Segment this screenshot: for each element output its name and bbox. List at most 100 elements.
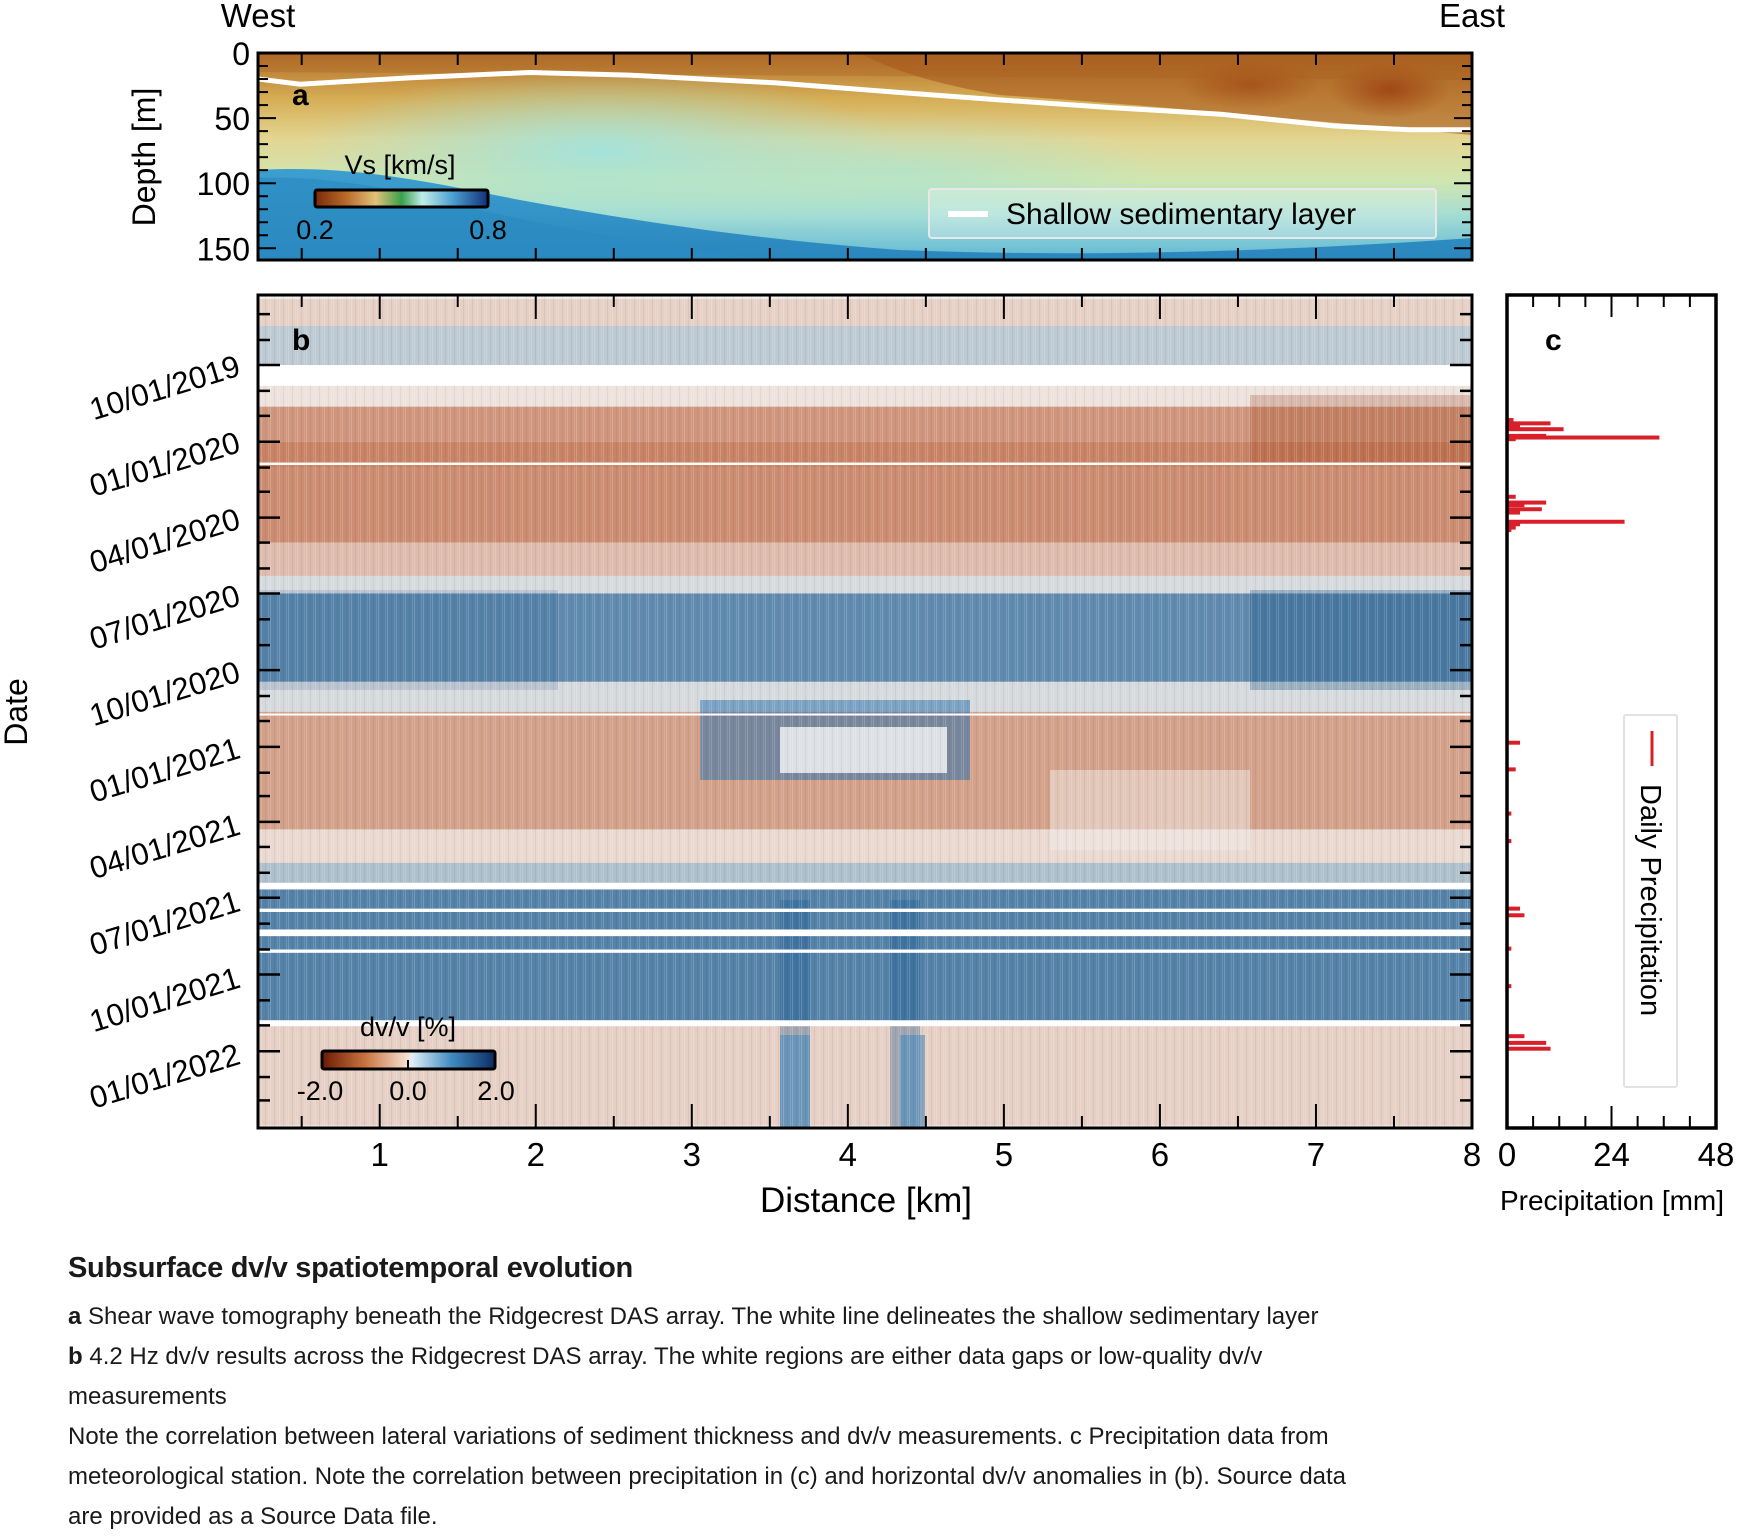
- panel-a-label: a: [292, 79, 309, 112]
- depth-tick-label: 50: [214, 101, 250, 137]
- date-tick-label: 04/01/2021: [85, 807, 244, 886]
- caption-a-line: a Shear wave tomography beneath the Ridg…: [68, 1297, 1688, 1337]
- panel-c-label: c: [1545, 324, 1562, 357]
- distance-tick-label: 5: [995, 1136, 1013, 1173]
- data-gap: [258, 365, 1472, 386]
- panel-c: 0 24 48 c Precipitation [mm] Daily Precipi…: [1498, 293, 1735, 1216]
- date-axis-label: Date: [0, 678, 34, 746]
- precipitation-bar: [1507, 522, 1521, 527]
- distance-tick-label: 6: [1151, 1136, 1169, 1173]
- precip-tick-label: 24: [1593, 1136, 1630, 1173]
- date-tick-label: 04/01/2020: [85, 501, 244, 580]
- data-gap: [258, 462, 1472, 466]
- precipitation-bar: [1507, 984, 1512, 989]
- caption-a-text: Shear wave tomography beneath the Ridgec…: [81, 1303, 1319, 1330]
- depth-tick-label: 150: [197, 231, 250, 267]
- precipitation-bar: [1507, 740, 1521, 745]
- precipitation-bar: [1507, 437, 1516, 442]
- distance-tick-label: 8: [1463, 1136, 1481, 1173]
- data-gap: [258, 908, 1472, 912]
- dvv-colorbar: dv/v [%] -2.0 0.0 2.0: [297, 1012, 515, 1106]
- date-tick-label: 01/01/2021: [85, 731, 244, 810]
- precipitation-bar: [1507, 528, 1512, 533]
- caption-b-label: b: [68, 1343, 83, 1370]
- precipitation-bar: [1507, 946, 1512, 951]
- precipitation-bar: [1507, 811, 1512, 816]
- precipitation-bar: [1507, 1034, 1525, 1039]
- panel-c-legend: Daily Precipitation: [1623, 714, 1678, 1088]
- precip-tick-label: 48: [1698, 1136, 1735, 1173]
- precipitation-bar: [1507, 418, 1514, 423]
- panel-a-ticks: [258, 53, 1472, 260]
- precipitation-bar: [1507, 494, 1516, 499]
- distance-axis-label: Distance [km]: [760, 1181, 972, 1220]
- precipitation-bar: [1507, 427, 1564, 432]
- caption-note-line-3: are provided as a Source Data file.: [68, 1503, 438, 1530]
- data-gap: [258, 949, 1472, 953]
- precipitation-bar: [1507, 525, 1516, 530]
- date-tick-label: 01/01/2020: [85, 425, 244, 504]
- precipitation-bar: [1507, 435, 1660, 440]
- precipitation-bar: [1507, 500, 1547, 505]
- data-gap: [258, 1020, 1472, 1027]
- caption-title: Subsurface dv/v spatiotemporal evolution: [68, 1252, 633, 1284]
- precipitation-bar: [1507, 839, 1512, 844]
- dvv-colorbar-title: dv/v [%]: [360, 1012, 456, 1042]
- data-gap: [258, 929, 1472, 937]
- figure: West East 0 50 100 150 a Depth [m] Vs [km/s…: [0, 0, 1735, 1220]
- caption-note-line-2: meteorological station. Note the correla…: [68, 1463, 1347, 1490]
- date-tick-label: 10/01/2019: [85, 348, 244, 427]
- dvv-colorbar-max: 2.0: [477, 1076, 515, 1106]
- precipitation-bar: [1507, 906, 1521, 911]
- precipitation-bar: [1507, 503, 1525, 508]
- precipitation-bar: [1507, 767, 1516, 772]
- date-tick-label: 07/01/2021: [85, 884, 244, 963]
- caption-b-line: b 4.2 Hz dv/v results across the Ridgecr…: [68, 1337, 1688, 1377]
- caption-a-label: a: [68, 1303, 82, 1330]
- distance-tick-label: 7: [1307, 1136, 1325, 1173]
- precipitation-bar: [1507, 421, 1551, 426]
- caption-b-text: 4.2 Hz dv/v results across the Ridgecres…: [82, 1343, 1263, 1370]
- precipitation-bar: [1507, 1046, 1551, 1051]
- caption-note-line-1: Note the correlation between lateral var…: [68, 1423, 1329, 1450]
- panel-b-frame: [256, 293, 1474, 1130]
- data-gap: [258, 713, 1472, 716]
- vs-colorbar-min: 0.2: [296, 215, 334, 245]
- dvv-image: [258, 295, 1472, 1128]
- depth-axis-label: Depth [m]: [126, 88, 162, 227]
- dvv-colorbar-mid: 0.0: [389, 1076, 427, 1106]
- dvv-colorbar-min: -2.0: [297, 1076, 344, 1106]
- east-label: East: [1439, 0, 1505, 34]
- legend-precip-label: Daily Precipitation: [1634, 784, 1666, 1016]
- date-tick-label: 01/01/2022: [85, 1037, 244, 1116]
- panel-b-label: b: [292, 324, 310, 357]
- tomography-image: [258, 53, 1472, 260]
- distance-tick-label: 3: [683, 1136, 701, 1173]
- distance-tick-labels: 1 2 3 4 5 6 7 8: [371, 1136, 1482, 1173]
- distance-tick-label: 1: [371, 1136, 389, 1173]
- precipitation-bar: [1507, 1040, 1547, 1045]
- depth-tick-label: 0: [232, 36, 250, 72]
- vs-colorbar: Vs [km/s] 0.2 0.8: [296, 150, 507, 245]
- precipitation-bar: [1507, 507, 1542, 512]
- caption-b-line-2: measurements: [68, 1383, 227, 1410]
- west-label: West: [221, 0, 296, 34]
- vs-colorbar-title: Vs [km/s]: [344, 150, 455, 180]
- vs-colorbar-max: 0.8: [469, 215, 507, 245]
- data-gap: [258, 882, 1472, 890]
- depth-tick-label: 100: [197, 166, 250, 202]
- precipitation-bar: [1507, 424, 1521, 429]
- precipitation-bar: [1507, 510, 1521, 515]
- precipitation-bar: [1507, 519, 1625, 524]
- sediment-layer-line: [258, 69, 1472, 133]
- caption-body: a Shear wave tomography beneath the Ridg…: [68, 1297, 1688, 1537]
- panel-a-legend: Shallow sedimentary layer: [928, 188, 1437, 239]
- precipitation-bars: [1507, 418, 1660, 1051]
- precipitation-tick-labels: 0 24 48: [1498, 1136, 1735, 1173]
- distance-tick-label: 2: [527, 1136, 545, 1173]
- panel-b: 10/01/201901/01/202004/01/202007/01/2020…: [0, 293, 1716, 1220]
- panel-a-y-tick-labels: 0 50 100 150: [197, 36, 250, 267]
- date-tick-labels: 10/01/201901/01/202004/01/202007/01/2020…: [85, 348, 244, 1115]
- legend-sediment-label: Shallow sedimentary layer: [1006, 198, 1356, 231]
